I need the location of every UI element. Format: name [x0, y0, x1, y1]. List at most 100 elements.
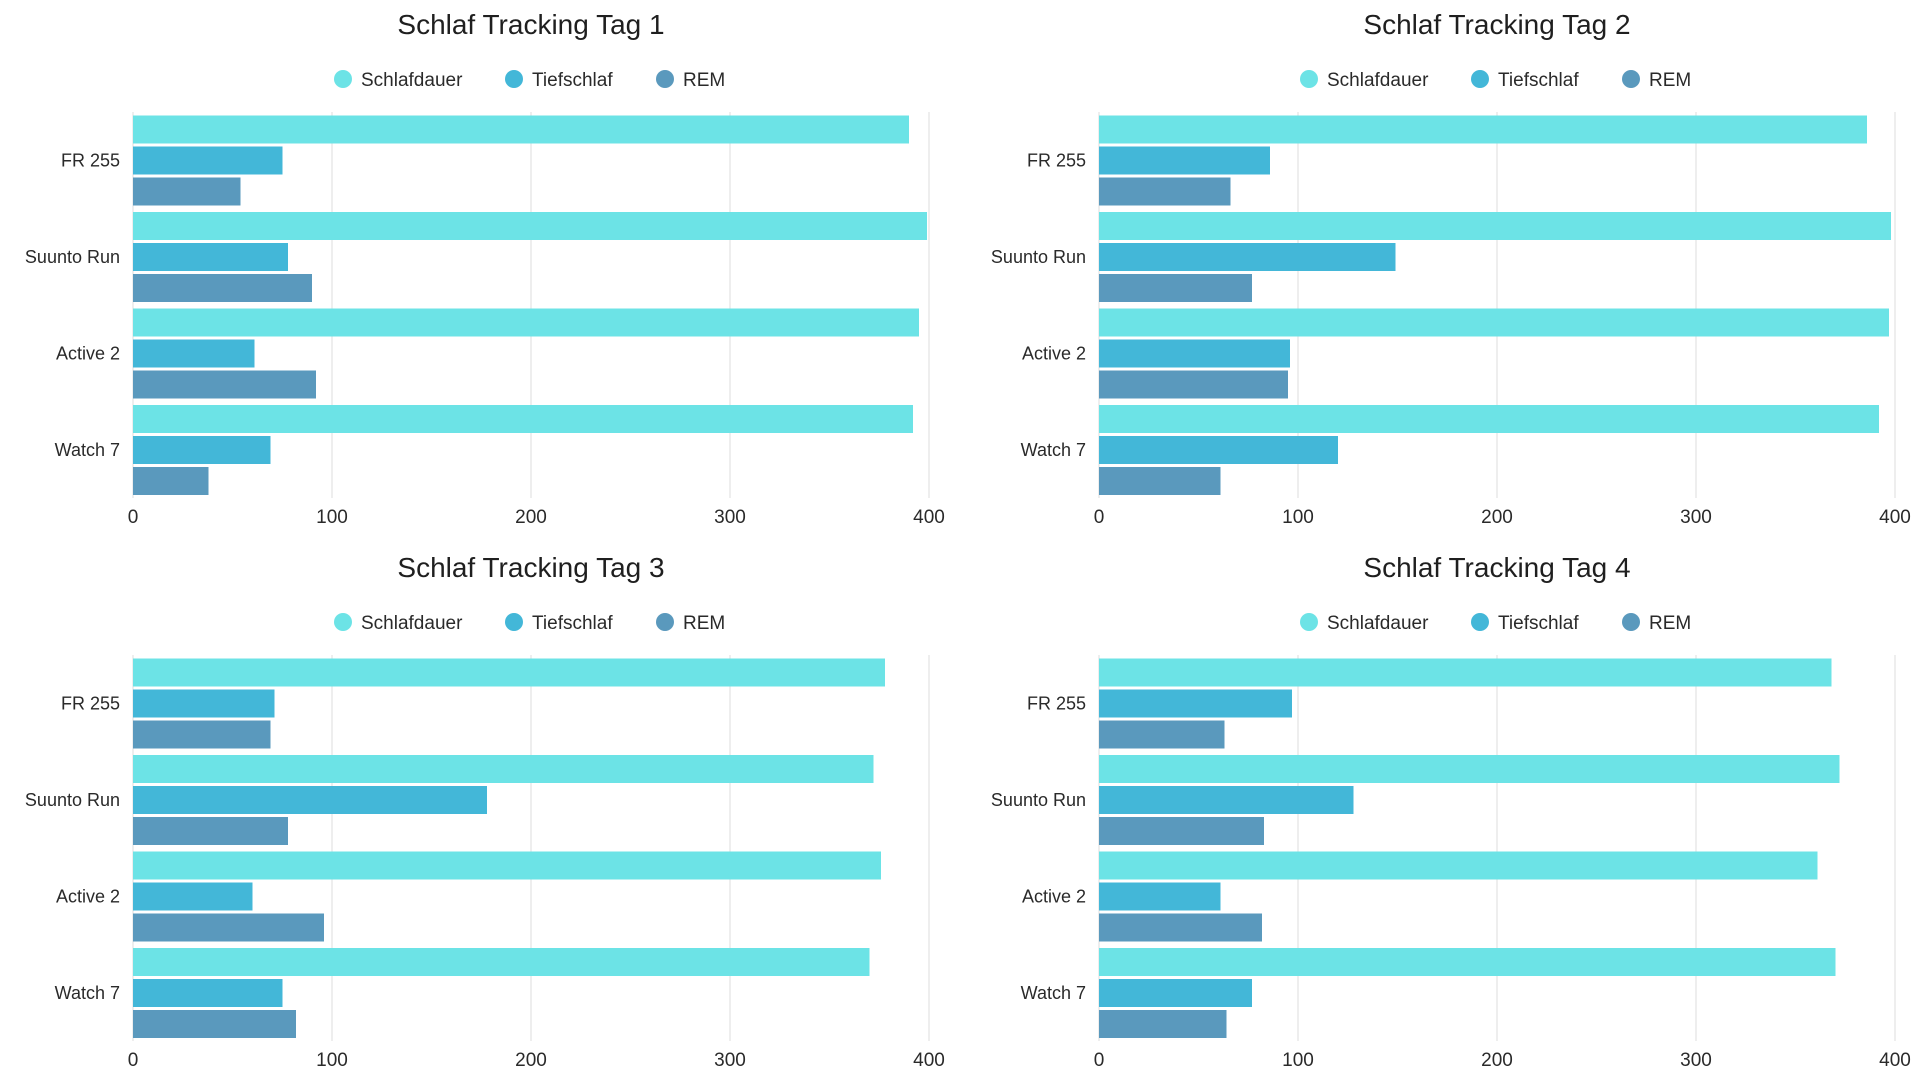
bar-chart-4: Schlaf Tracking Tag 4 Schlafdauer Tiefschl… — [991, 552, 1911, 1071]
bar-rem-3 — [133, 913, 325, 942]
bar-tiefschlaf-3 — [133, 882, 253, 911]
legend-marker-3 — [1622, 613, 1640, 631]
bar-rem-2 — [1099, 816, 1265, 845]
x-tick-label: 100 — [1282, 507, 1314, 528]
bar-tiefschlaf-3 — [1099, 339, 1291, 368]
legend-label: Schlafdauer — [361, 70, 463, 91]
legend-label: Tiefschlaf — [1498, 70, 1579, 91]
bar-chart-1: Schlaf Tracking Tag 1 Schlafdauer Tiefschl… — [25, 9, 945, 528]
legend-label: Schlafdauer — [361, 613, 463, 634]
category-label: Suunto Run — [25, 247, 120, 267]
legend-label: REM — [1649, 70, 1691, 91]
bar-chart-2: Schlaf Tracking Tag 2 Schlafdauer Tiefschl… — [991, 9, 1911, 528]
bar-tiefschlaf-2 — [133, 242, 289, 271]
bar-schlafdauer-3 — [133, 851, 882, 880]
bar-rem-2 — [1099, 273, 1253, 302]
legend-marker-3 — [1622, 70, 1640, 88]
x-tick-label: 300 — [1680, 507, 1712, 528]
legend-marker-1 — [334, 70, 352, 88]
category-label: FR 255 — [1027, 150, 1086, 170]
category-label: Active 2 — [56, 343, 120, 363]
chart-title: Schlaf Tracking Tag 4 — [1363, 552, 1630, 583]
bar-schlafdauer-2 — [133, 754, 874, 783]
x-tick-label: 300 — [714, 507, 746, 528]
bar-rem-4 — [133, 1009, 297, 1038]
bar-schlafdauer-4 — [1099, 947, 1836, 976]
legend-label: Tiefschlaf — [532, 70, 613, 91]
bar-schlafdauer-2 — [1099, 211, 1892, 240]
category-label: Active 2 — [56, 886, 120, 906]
category-label: FR 255 — [1027, 693, 1086, 713]
legend-label: Schlafdauer — [1327, 613, 1429, 634]
legend-marker-1 — [1300, 70, 1318, 88]
bar-schlafdauer-3 — [1099, 851, 1818, 880]
x-tick-label: 0 — [1094, 507, 1105, 528]
legend-marker-3 — [656, 613, 674, 631]
bar-schlafdauer-4 — [133, 404, 914, 433]
bar-chart-3: Schlaf Tracking Tag 3 Schlafdauer Tiefschl… — [25, 552, 945, 1071]
bar-tiefschlaf-2 — [133, 785, 488, 814]
legend-marker-2 — [505, 613, 523, 631]
bar-rem-4 — [1099, 1009, 1227, 1038]
category-label: Watch 7 — [55, 983, 120, 1003]
legend-marker-1 — [334, 613, 352, 631]
bar-rem-1 — [133, 177, 241, 206]
x-tick-label: 0 — [1094, 1050, 1105, 1071]
x-tick-label: 100 — [316, 507, 348, 528]
x-tick-label: 200 — [1481, 507, 1513, 528]
bar-tiefschlaf-1 — [133, 689, 275, 718]
x-tick-label: 300 — [714, 1050, 746, 1071]
category-label: Suunto Run — [991, 247, 1086, 267]
x-tick-label: 400 — [1879, 1050, 1911, 1071]
bar-rem-1 — [133, 720, 271, 749]
legend-marker-3 — [656, 70, 674, 88]
x-tick-label: 100 — [316, 1050, 348, 1071]
legend-label: Schlafdauer — [1327, 70, 1429, 91]
bar-tiefschlaf-3 — [133, 339, 255, 368]
bar-tiefschlaf-3 — [1099, 882, 1221, 911]
category-label: Active 2 — [1022, 343, 1086, 363]
bar-rem-2 — [133, 816, 289, 845]
x-tick-label: 400 — [913, 1050, 945, 1071]
x-tick-label: 400 — [1879, 507, 1911, 528]
chart-title: Schlaf Tracking Tag 1 — [397, 9, 664, 40]
category-label: Suunto Run — [991, 790, 1086, 810]
bar-rem-1 — [1099, 720, 1225, 749]
x-tick-label: 200 — [515, 1050, 547, 1071]
bar-rem-2 — [133, 273, 313, 302]
legend-marker-1 — [1300, 613, 1318, 631]
bar-schlafdauer-1 — [133, 658, 886, 687]
legend-label: Tiefschlaf — [1498, 613, 1579, 634]
bar-rem-4 — [1099, 466, 1221, 495]
x-tick-label: 100 — [1282, 1050, 1314, 1071]
bar-tiefschlaf-4 — [1099, 978, 1253, 1007]
category-label: Suunto Run — [25, 790, 120, 810]
x-tick-label: 200 — [515, 507, 547, 528]
x-tick-label: 400 — [913, 507, 945, 528]
bar-tiefschlaf-1 — [133, 146, 283, 175]
x-tick-label: 0 — [128, 507, 139, 528]
category-label: Active 2 — [1022, 886, 1086, 906]
chart-title: Schlaf Tracking Tag 2 — [1363, 9, 1630, 40]
bar-schlafdauer-3 — [1099, 308, 1890, 337]
legend-label: REM — [683, 70, 725, 91]
bar-schlafdauer-3 — [133, 308, 920, 337]
bar-tiefschlaf-4 — [133, 435, 271, 464]
bar-schlafdauer-1 — [1099, 115, 1868, 144]
x-tick-label: 0 — [128, 1050, 139, 1071]
x-tick-label: 200 — [1481, 1050, 1513, 1071]
bar-tiefschlaf-1 — [1099, 146, 1271, 175]
legend-marker-2 — [505, 70, 523, 88]
chart-title: Schlaf Tracking Tag 3 — [397, 552, 664, 583]
bar-tiefschlaf-2 — [1099, 242, 1396, 271]
bar-rem-3 — [1099, 913, 1263, 942]
legend-marker-2 — [1471, 613, 1489, 631]
category-label: FR 255 — [61, 693, 120, 713]
bar-tiefschlaf-1 — [1099, 689, 1293, 718]
bar-schlafdauer-2 — [1099, 754, 1840, 783]
bar-rem-4 — [133, 466, 209, 495]
bar-schlafdauer-4 — [1099, 404, 1880, 433]
legend-label: Tiefschlaf — [532, 613, 613, 634]
bar-tiefschlaf-4 — [1099, 435, 1338, 464]
